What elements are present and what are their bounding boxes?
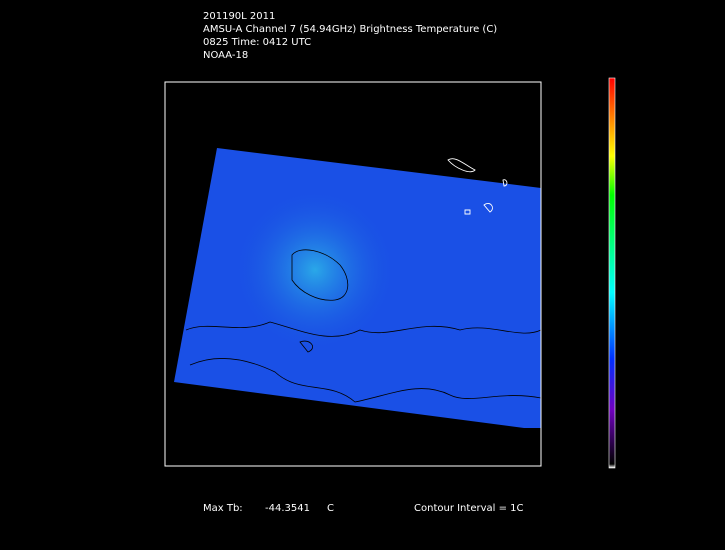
title-line: 201190L 2011: [203, 11, 275, 22]
max-unit: C: [327, 503, 334, 514]
map-frame: [164, 81, 542, 467]
title-line: 0825 Time: 0412 UTC: [203, 37, 311, 48]
title-line: AMSU-A Channel 7 (54.94GHz) Brightness T…: [203, 24, 497, 35]
title-line: NOAA-18: [203, 50, 248, 61]
contours: [185, 249, 542, 403]
title-block: 201190L 2011 AMSU-A Channel 7 (54.94GHz)…: [203, 11, 497, 61]
contour-interval: Contour Interval = 1C: [414, 503, 524, 514]
max-label: Max Tb:: [203, 503, 243, 514]
swath-warm-spot: [174, 148, 541, 428]
colorbar: [608, 77, 616, 469]
white-contours: [447, 158, 508, 215]
max-value: -44.3541: [265, 503, 310, 514]
